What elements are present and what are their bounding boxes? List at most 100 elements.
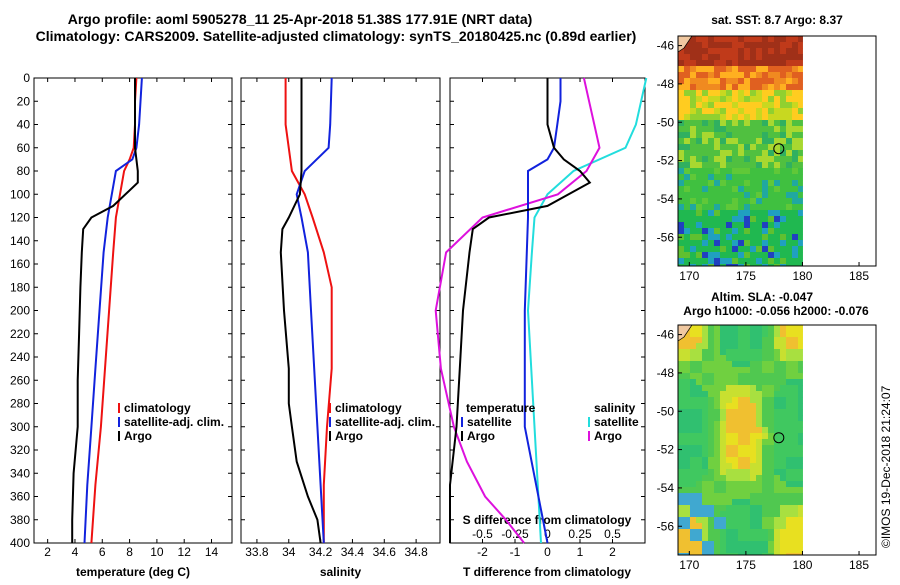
map-cell [774, 349, 781, 356]
map-cell [690, 379, 697, 386]
map-cell [744, 54, 751, 61]
map-cell [756, 343, 763, 350]
map-cell [780, 379, 787, 386]
x-tick-label: -1 [510, 545, 521, 559]
map-cell [696, 403, 703, 410]
map-cell [732, 379, 739, 386]
map-cell [702, 162, 709, 169]
map-cell [726, 84, 733, 91]
map-cell [732, 475, 739, 482]
map-cell [678, 355, 685, 362]
y-tick-label: 320 [10, 443, 30, 457]
map-cell [768, 114, 775, 121]
map-cell [786, 138, 793, 145]
map-cell [756, 349, 763, 356]
map-cell [708, 475, 715, 482]
map-cell [786, 451, 793, 458]
map-cell [678, 132, 685, 139]
map-cell [732, 36, 739, 43]
map-cell [714, 487, 721, 494]
map-cell [726, 108, 733, 115]
map-cell [702, 361, 709, 368]
map-cell [768, 246, 775, 253]
map-cell [702, 553, 709, 556]
map-cell [720, 168, 727, 175]
map-cell [678, 547, 685, 554]
map-cell [732, 355, 739, 362]
map-cell [690, 469, 697, 476]
map-cell [720, 535, 727, 542]
map-cell [744, 415, 751, 422]
map-cell [720, 48, 727, 55]
map-cell [768, 373, 775, 380]
map-cell [696, 523, 703, 530]
map-cell [684, 120, 691, 127]
map-cell [714, 373, 721, 380]
x-tick-label: 8 [126, 545, 133, 559]
map-cell [690, 475, 697, 482]
map-cell [762, 102, 769, 109]
map-cell [690, 433, 697, 440]
map-cell [750, 373, 757, 380]
map-cell [798, 409, 803, 416]
diff-legend-t-argo-label: Argo [467, 429, 495, 443]
map-cell [798, 499, 803, 506]
map-cell [702, 120, 709, 127]
map-cell [720, 228, 727, 235]
map-cell [726, 331, 733, 338]
map-cell [708, 228, 715, 235]
map-cell [792, 505, 799, 512]
map-cell [786, 349, 793, 356]
map-cell [726, 523, 733, 530]
map-cell [690, 150, 697, 157]
map-cell [756, 517, 763, 524]
map-cell [684, 499, 691, 506]
map-cell [708, 90, 715, 97]
map-cell [720, 493, 727, 500]
map-cell [720, 132, 727, 139]
map-cell [696, 331, 703, 338]
map-cell [732, 96, 739, 103]
map-cell [756, 138, 763, 145]
map-cell [690, 343, 697, 350]
y-tick-label: 100 [10, 187, 30, 201]
map-cell [684, 216, 691, 223]
map-cell [720, 252, 727, 259]
map-cell [732, 541, 739, 548]
map-cell [696, 361, 703, 368]
map-cell [780, 343, 787, 350]
y-tick-label: 20 [17, 94, 31, 108]
map-cell [696, 186, 703, 193]
map-cell [774, 403, 781, 410]
map-cell [678, 409, 685, 416]
map-cell [750, 192, 757, 199]
map-cell [786, 499, 793, 506]
map-cell [786, 547, 793, 554]
map-cell [750, 126, 757, 133]
map-cell [726, 337, 733, 344]
map-cell [756, 475, 763, 482]
map-cell [732, 246, 739, 253]
map-cell [678, 180, 685, 187]
map-cell [738, 475, 745, 482]
map-cell [780, 90, 787, 97]
map-cell [690, 487, 697, 494]
map-cell [786, 42, 793, 49]
map-cell [738, 439, 745, 446]
map-cell [798, 54, 803, 61]
map-cell [738, 144, 745, 151]
map-cell [744, 541, 751, 548]
map-cell [780, 517, 787, 524]
map-cell [708, 361, 715, 368]
map-cell [702, 481, 709, 488]
map-cell [798, 78, 803, 85]
map-cell [786, 475, 793, 482]
map-cell [798, 427, 803, 434]
map-cell [792, 240, 799, 247]
map-cell [756, 541, 763, 548]
map-cell [762, 144, 769, 151]
map-cell [774, 120, 781, 127]
map-cell [690, 90, 697, 97]
map-cell [726, 427, 733, 434]
map-cell [780, 511, 787, 518]
